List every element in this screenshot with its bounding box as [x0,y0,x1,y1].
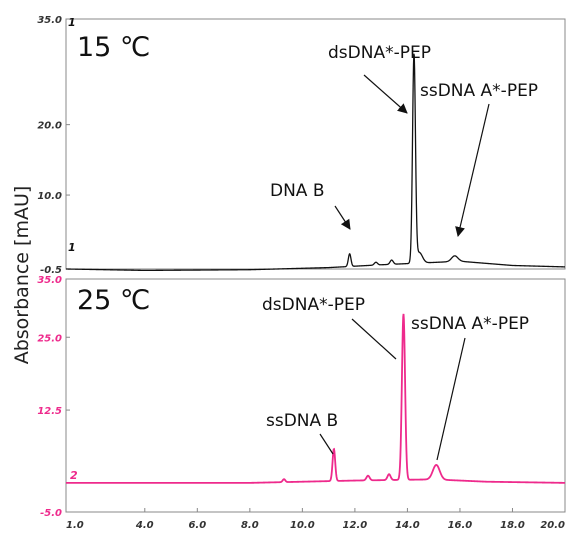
panel-15c-frame [65,18,566,270]
panel-25c-trace [66,313,566,484]
panel-15c-y-ticks: 35.0 20.0 10.0 -0.5 [37,15,70,276]
y-tick-label: 20.0 [37,121,62,132]
arrow-ssdna-a-pep-15c [455,103,490,237]
annotation-dsdna-pep-15c: dsDNA*-PEP [328,43,431,63]
x-tick-label: 12.0 [343,520,368,531]
x-tick-label: 8.0 [241,520,259,531]
pointer-dsdna-pep-25c [351,318,397,360]
x-tick-label: 18.0 [500,520,525,531]
x-tick-label: 1.0 [66,520,84,531]
panel-15c-trace [65,53,566,272]
y-axis-label: Absorbance [mAU] [11,186,33,365]
panel-25c-trace-marker: 2 [70,469,78,482]
pointer-ssdna-b-25c [319,433,334,455]
panel-25c: 35.0 25.0 12.5 -5.0 1.0 4.0 6.0 8.0 10.0 12.0 14.… [37,275,566,531]
y-tick-label: 35.0 [37,275,62,286]
x-tick-label: 16.0 [448,520,473,531]
panel-25c-temperature-label: 25 ℃ [77,285,150,316]
pointer-ssdna-a-pep-25c [436,337,466,461]
x-tick-label: 10.0 [290,520,315,531]
annotation-dsdna-pep-25c: dsDNA*-PEP [262,295,365,315]
annotation-ssdna-a-pep-15c: ssDNA A*-PEP [420,81,538,101]
panel-15c-temperature-label: 15 ℃ [77,32,150,63]
y-tick-label: 25.0 [37,333,62,344]
annotation-dna-b-15c: DNA B [270,181,325,201]
arrow-dna-b-15c [334,205,351,230]
annotation-ssdna-a-pep-25c: ssDNA A*-PEP [411,314,529,334]
x-axis-ticks: 1.0 4.0 6.0 8.0 10.0 12.0 14.0 16.0 18.0 20.0 [65,508,566,531]
x-tick-label: 4.0 [135,520,154,531]
y-tick-label: -0.5 [40,265,62,276]
y-tick-label: 12.5 [37,406,62,417]
panel-25c-y-ticks: 35.0 25.0 12.5 -5.0 [37,275,70,519]
y-tick-label: 10.0 [37,191,62,202]
panel-25c-annotations: dsDNA*-PEP ssDNA A*-PEP ssDNA B [262,295,529,461]
panel-25c-frame [65,278,566,513]
panel-15c-trace-marker: 1 [68,241,76,254]
panel-15c: 35.0 20.0 10.0 -0.5 15 ℃ 1 1 dsDNA*-PEP ssD… [37,15,566,276]
x-tick-label: 14.0 [395,520,420,531]
arrow-dsdna-pep-15c [363,74,408,114]
x-tick-label: 6.0 [188,520,206,531]
x-tick-label: 20.0 [540,520,565,531]
annotation-ssdna-b-25c: ssDNA B [266,411,338,431]
panel-15c-annotations: dsDNA*-PEP ssDNA A*-PEP DNA B [270,43,538,237]
y-tick-label: -5.0 [40,508,62,519]
y-tick-label: 35.0 [37,15,62,26]
panel-15c-top-marker: 1 [68,16,76,29]
